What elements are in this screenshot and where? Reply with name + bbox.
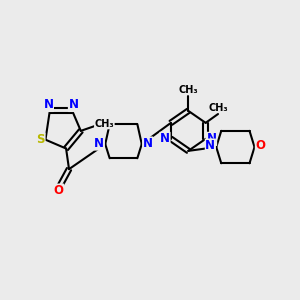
Text: CH₃: CH₃ xyxy=(178,85,198,94)
Text: CH₃: CH₃ xyxy=(209,103,228,112)
Text: N: N xyxy=(206,132,217,146)
Text: S: S xyxy=(37,133,45,146)
Text: N: N xyxy=(94,137,104,150)
Text: N: N xyxy=(206,139,215,152)
Text: O: O xyxy=(54,184,64,197)
Text: O: O xyxy=(255,139,266,152)
Text: N: N xyxy=(68,98,78,111)
Text: N: N xyxy=(160,132,170,146)
Text: N: N xyxy=(44,98,53,111)
Text: CH₃: CH₃ xyxy=(94,119,114,129)
Text: N: N xyxy=(142,137,153,150)
